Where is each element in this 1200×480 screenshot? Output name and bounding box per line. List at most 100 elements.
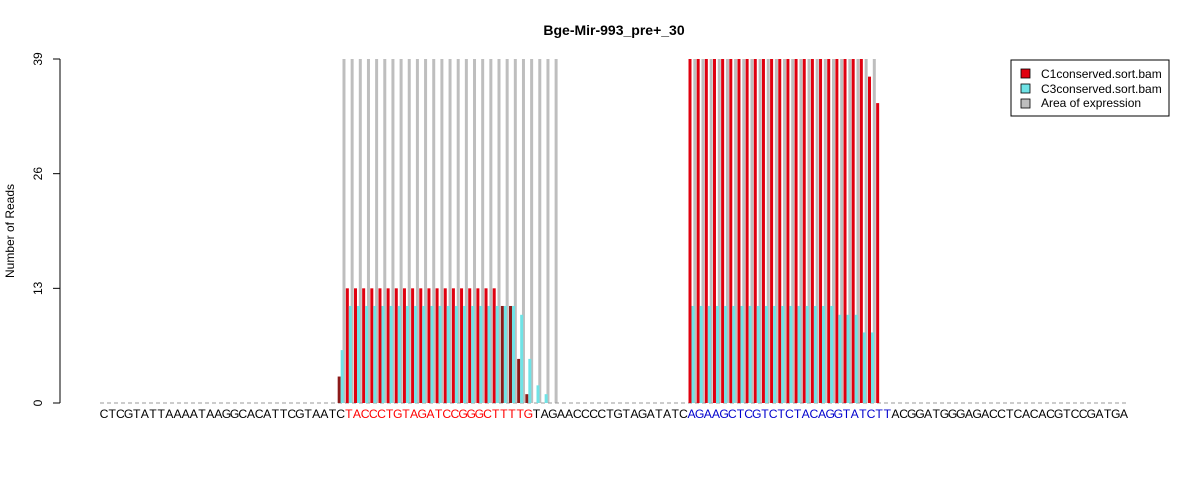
area-bar-30 (350, 59, 354, 403)
seq-char-112: C (1013, 407, 1022, 421)
seq-char-64: T (623, 407, 631, 421)
seq-char-35: T (386, 407, 394, 421)
c3-bar-81 (764, 305, 768, 403)
c3-bar-47 (487, 305, 491, 403)
seq-char-100: G (915, 407, 924, 421)
seq-char-85: T (794, 407, 802, 421)
area-bar-38 (415, 59, 419, 403)
seq-char-55: G (548, 407, 557, 421)
c1-bar-51 (517, 358, 521, 403)
c3-bar-48 (495, 305, 499, 403)
y-tick-label-0: 0 (31, 399, 45, 406)
seq-char-18: A (247, 407, 256, 421)
c3-bar-41 (438, 305, 442, 403)
c1-bar-90 (835, 59, 839, 403)
area-bar-79 (750, 59, 754, 403)
c3-bar-91 (846, 314, 850, 403)
c3-bar-39 (422, 305, 426, 403)
c1-bar-83 (778, 59, 782, 403)
seq-char-71: C (679, 407, 688, 421)
seq-char-110: C (997, 407, 1006, 421)
seq-char-75: A (712, 407, 721, 421)
seq-char-124: G (1111, 407, 1120, 421)
c3-bar-78 (740, 305, 744, 403)
seq-char-24: G (295, 407, 304, 421)
seq-char-94: C (867, 407, 876, 421)
seq-char-30: T (345, 407, 353, 421)
seq-char-43: C (450, 407, 459, 421)
area-bar-47 (489, 59, 493, 403)
area-bar-48 (497, 59, 501, 403)
c3-bar-46 (479, 305, 483, 403)
c1-bar-81 (761, 59, 765, 403)
area-bar-51 (521, 59, 525, 403)
area-bar-34 (383, 59, 387, 403)
area-bar-35 (391, 59, 395, 403)
seq-char-73: G (695, 407, 704, 421)
c1-bar-88 (819, 59, 823, 403)
seq-char-15: G (222, 407, 231, 421)
seq-char-118: T (1063, 407, 1071, 421)
seq-char-29: C (336, 407, 345, 421)
seq-char-52: G (524, 407, 533, 421)
seq-char-78: T (737, 407, 745, 421)
seq-char-3: G (124, 407, 133, 421)
c1-bar-93 (859, 59, 863, 403)
y-axis: 0 13 26 39 (31, 52, 61, 406)
c3-bar-51 (520, 314, 524, 403)
seq-char-48: T (492, 407, 500, 421)
seq-char-19: C (255, 407, 264, 421)
seq-char-2: C (116, 407, 125, 421)
seq-char-72: A (687, 407, 696, 421)
area-bar-85 (799, 59, 803, 403)
area-bar-72 (693, 59, 697, 403)
seq-char-0: C (100, 407, 109, 421)
area-bar-42 (448, 59, 452, 403)
area-bar-54 (546, 59, 550, 403)
area-bar-73 (701, 59, 705, 403)
seq-char-40: A (426, 407, 435, 421)
c3-bar-31 (357, 305, 360, 403)
seq-char-83: T (778, 407, 786, 421)
seq-char-125: A (1120, 407, 1129, 421)
c3-bar-49 (503, 305, 507, 403)
c1-bar-30 (345, 288, 349, 403)
seq-char-70: T (671, 407, 679, 421)
seq-char-105: G (956, 407, 965, 421)
seq-char-91: T (843, 407, 851, 421)
seq-char-7: T (157, 407, 165, 421)
seq-char-101: A (924, 407, 933, 421)
area-bar-76 (725, 59, 729, 403)
seq-char-10: A (182, 407, 191, 421)
c3-bar-87 (813, 305, 817, 403)
c1-bar-76 (721, 59, 725, 403)
seq-char-109: C (989, 407, 998, 421)
seq-char-76: G (719, 407, 728, 421)
c3-bar-43 (454, 305, 458, 403)
area-bar-83 (783, 59, 787, 403)
seq-char-111: T (1006, 407, 1014, 421)
c3-bar-79 (748, 305, 752, 403)
seq-char-122: A (1095, 407, 1104, 421)
area-bar-33 (375, 59, 379, 403)
c1-bar-50 (509, 305, 513, 403)
c3-bar-75 (715, 305, 719, 403)
seq-char-51: T (516, 407, 524, 421)
seq-char-23: C (287, 407, 296, 421)
seq-char-114: C (1030, 407, 1039, 421)
area-bar-81 (766, 59, 770, 403)
seq-char-61: C (597, 407, 606, 421)
c1-bar-94 (868, 76, 871, 403)
seq-char-54: A (541, 407, 550, 421)
seq-char-77: C (728, 407, 737, 421)
c1-bar-43 (451, 288, 455, 403)
seq-char-104: G (948, 407, 957, 421)
seq-char-123: T (1104, 407, 1112, 421)
bar-layer (337, 59, 880, 403)
c3-bar-54 (544, 394, 548, 403)
area-bar-77 (734, 59, 738, 403)
seq-char-6: T (149, 407, 157, 421)
area-bar-52 (530, 59, 534, 403)
seq-char-59: C (581, 407, 590, 421)
